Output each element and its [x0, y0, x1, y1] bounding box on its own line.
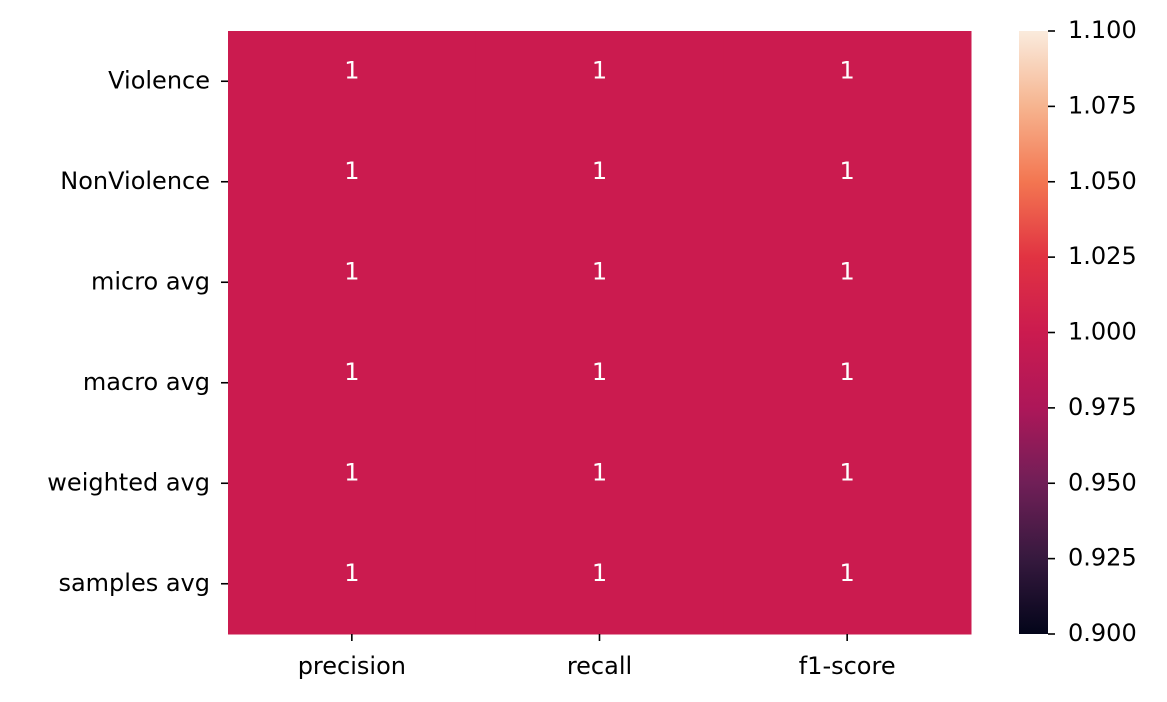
heatmap-cell [475, 332, 724, 434]
colorbar-tick-label: 1.025 [1068, 242, 1137, 270]
y-tick-label: NonViolence [60, 167, 210, 195]
y-tick-label: macro avg [83, 368, 210, 396]
cell-annotation: 1 [344, 458, 359, 486]
cell-annotation: 1 [592, 358, 607, 386]
x-tick-label: recall [567, 652, 632, 680]
heatmap-cells [228, 31, 972, 635]
heatmap-cell [723, 433, 972, 534]
y-tick-label: weighted avg [47, 468, 210, 496]
cell-annotation: 1 [592, 559, 607, 587]
cell-annotation: 1 [592, 157, 607, 185]
x-axis: precision recall f1-score [298, 634, 896, 680]
heatmap-cell [228, 131, 477, 233]
heatmap-annotations: 1 1 1 1 1 1 1 1 1 1 1 1 1 1 1 1 1 1 [344, 56, 855, 587]
heatmap-cell [723, 533, 972, 635]
heatmap-cell [475, 433, 724, 534]
colorbar: 0.900 0.925 0.950 0.975 1.000 1.025 1.050 1.075… [1019, 16, 1137, 647]
x-tick-label: precision [298, 652, 406, 680]
heatmap-cell [475, 232, 724, 333]
heatmap-cell [475, 31, 724, 132]
colorbar-tick-label: 1.100 [1068, 16, 1137, 44]
heatmap-cell [228, 232, 477, 333]
y-tick-label: samples avg [58, 569, 210, 597]
heatmap-cell [723, 131, 972, 233]
cell-annotation: 1 [840, 257, 855, 285]
y-tick-label: Violence [108, 66, 210, 94]
heatmap-cell [475, 131, 724, 233]
colorbar-tick-label: 0.950 [1068, 468, 1137, 496]
heatmap-cell [723, 332, 972, 434]
cell-annotation: 1 [592, 257, 607, 285]
cell-annotation: 1 [840, 157, 855, 185]
colorbar-tick-label: 0.900 [1068, 619, 1137, 647]
cell-annotation: 1 [592, 56, 607, 84]
colorbar-tick-label: 1.050 [1068, 167, 1137, 195]
cell-annotation: 1 [344, 56, 359, 84]
x-tick-label: f1-score [799, 652, 896, 680]
heatmap-cell [723, 232, 972, 333]
heatmap-cell [475, 533, 724, 635]
colorbar-tick-label: 0.925 [1068, 544, 1137, 572]
heatmap-cell [228, 332, 477, 434]
colorbar-gradient [1019, 31, 1048, 634]
colorbar-tick-label: 1.075 [1068, 91, 1137, 119]
cell-annotation: 1 [344, 157, 359, 185]
colorbar-tick-label: 0.975 [1068, 393, 1137, 421]
cell-annotation: 1 [344, 559, 359, 587]
heatmap-cell [228, 433, 477, 534]
heatmap-cell [228, 533, 477, 635]
cell-annotation: 1 [840, 56, 855, 84]
heatmap-cell [723, 31, 972, 132]
colorbar-tick-label: 1.000 [1068, 318, 1137, 346]
y-axis: Violence NonViolence micro avg macro avg wei… [47, 66, 228, 597]
y-tick-label: micro avg [91, 267, 210, 295]
cell-annotation: 1 [840, 358, 855, 386]
cell-annotation: 1 [840, 559, 855, 587]
cell-annotation: 1 [592, 458, 607, 486]
heatmap-cell [228, 31, 477, 132]
cell-annotation: 1 [840, 458, 855, 486]
cell-annotation: 1 [344, 257, 359, 285]
cell-annotation: 1 [344, 358, 359, 386]
